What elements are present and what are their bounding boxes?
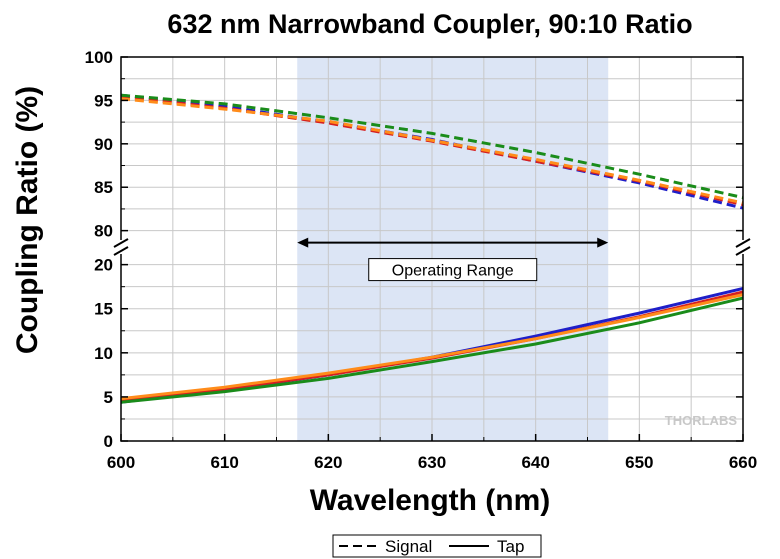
- axis-break-gap: [737, 240, 749, 254]
- axis-break-mark: [735, 238, 751, 248]
- arrow-right-head: [597, 237, 609, 248]
- y-tick-label: 0: [104, 432, 113, 451]
- y-tick-label: 20: [94, 256, 113, 275]
- chart-title: 632 nm Narrowband Coupler, 90:10 Ratio: [167, 9, 692, 39]
- axis-break-mark: [113, 238, 129, 248]
- y-axis-title: Coupling Ratio (%): [11, 86, 44, 354]
- legend-signal-label: Signal: [385, 537, 432, 556]
- y-tick-label: 10: [94, 344, 113, 363]
- tap-series-line: [120, 296, 744, 404]
- thorlabs-watermark: THORLABS: [665, 413, 738, 428]
- x-tick-label: 630: [418, 453, 446, 472]
- operating-range-label: Operating Range: [392, 263, 514, 280]
- x-tick-label: 640: [521, 453, 549, 472]
- legend-tap-label: Tap: [497, 537, 524, 556]
- x-tick-label: 620: [314, 453, 342, 472]
- axis-break-gap: [115, 240, 127, 254]
- x-tick-label: 610: [210, 453, 238, 472]
- tap-series-line: [120, 293, 744, 401]
- y-tick-label: 80: [94, 222, 113, 241]
- y-tick-label: 5: [104, 388, 113, 407]
- x-axis-title: Wavelength (nm): [310, 484, 551, 517]
- x-tick-label: 600: [107, 453, 135, 472]
- signal-series-line: [120, 93, 744, 200]
- y-tick-label: 95: [94, 91, 113, 110]
- arrow-left-head: [297, 237, 309, 248]
- y-tick-label: 100: [85, 48, 113, 67]
- axis-break-mark: [113, 246, 129, 256]
- operating-range-shade: [297, 57, 609, 441]
- x-tick-label: 650: [625, 453, 653, 472]
- signal-series-line: [120, 97, 744, 205]
- y-tick-label: 85: [94, 178, 113, 197]
- y-tick-label: 90: [94, 135, 113, 154]
- axis-break-mark: [735, 246, 751, 256]
- legend-box: [332, 534, 542, 558]
- y-tick-label: 15: [94, 300, 113, 319]
- operating-range-box: [368, 258, 538, 282]
- x-tick-label: 660: [729, 453, 757, 472]
